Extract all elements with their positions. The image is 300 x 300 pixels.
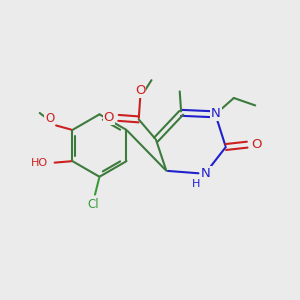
Text: O: O [135,84,146,97]
Text: N: N [201,167,211,180]
Text: H: H [192,179,200,189]
Text: O: O [251,138,262,151]
Text: HO: HO [31,158,48,168]
Text: N: N [211,107,221,120]
Text: Cl: Cl [88,199,99,212]
Text: O: O [45,112,54,125]
Text: O: O [104,111,114,124]
